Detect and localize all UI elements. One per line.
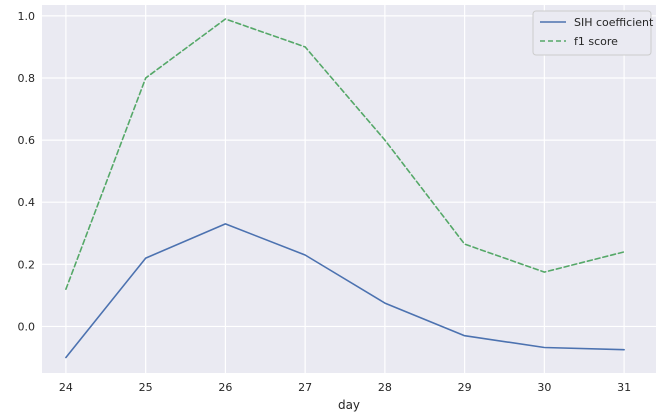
legend-label-sih-coefficient: SIH coefficient — [574, 16, 654, 29]
y-tick-label: 1.0 — [18, 10, 36, 23]
y-tick-label: 0.8 — [18, 72, 36, 85]
series-layer — [65, 18, 625, 359]
x-tick-label: 28 — [378, 381, 392, 394]
y-tick-label: 0.4 — [18, 196, 36, 209]
x-tick-label: 24 — [59, 381, 73, 394]
series-line-f1-score — [65, 18, 625, 291]
series-line-sih-coefficient — [65, 223, 625, 359]
y-tick-label: 0.0 — [18, 320, 36, 333]
x-tick-label: 29 — [458, 381, 472, 394]
x-tick-label: 30 — [537, 381, 551, 394]
x-tick-label: 27 — [298, 381, 312, 394]
plot-area — [42, 5, 656, 373]
y-tick-label: 0.2 — [18, 258, 36, 271]
x-tick-label: 31 — [617, 381, 631, 394]
x-tick-label: 25 — [139, 381, 153, 394]
tick-labels: 24 25 26 27 28 29 30 31 0.0 0.2 0.4 0.6 0.8 1.0 — [18, 10, 632, 394]
legend-label-f1-score: f1 score — [574, 35, 618, 48]
legend: SIH coefficient f1 score — [532, 10, 654, 56]
y-tick-label: 0.6 — [18, 134, 36, 147]
x-tick-label: 26 — [218, 381, 232, 394]
x-axis-label: day — [338, 398, 360, 412]
